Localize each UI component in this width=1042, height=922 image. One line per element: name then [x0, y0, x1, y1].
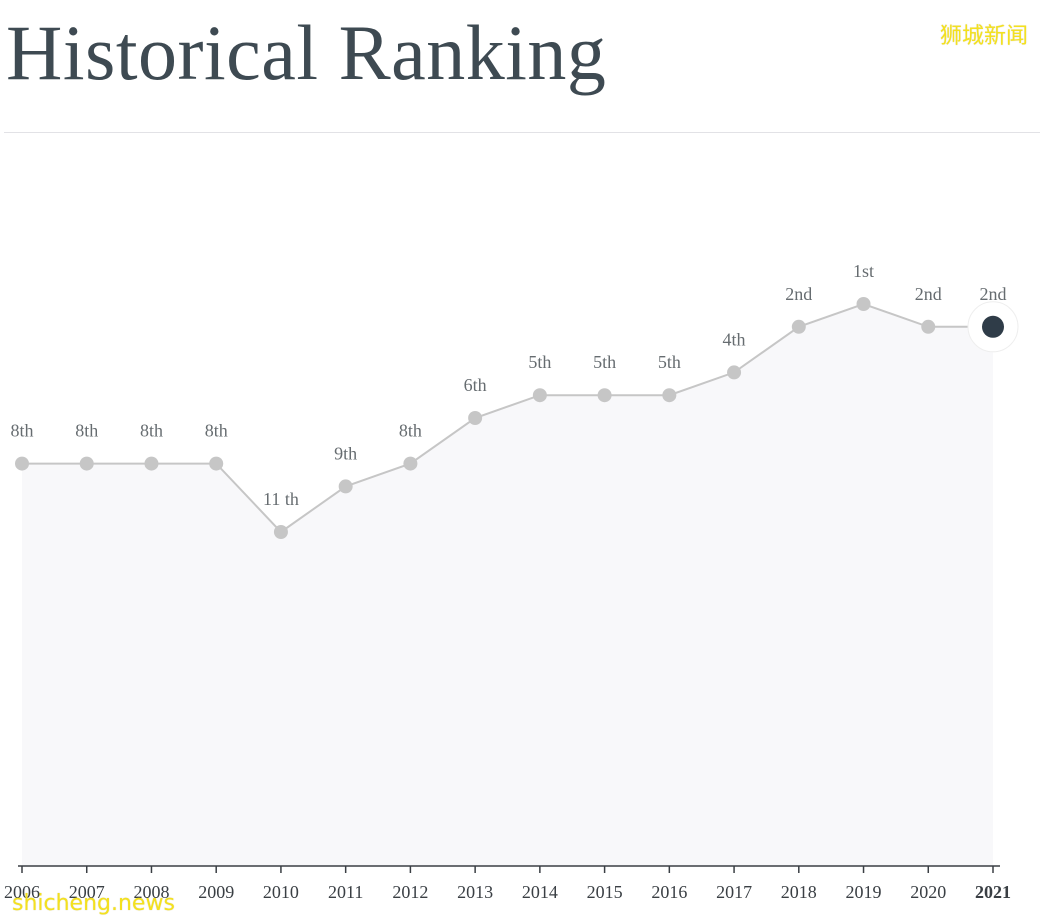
data-point [662, 388, 677, 403]
data-point [403, 456, 418, 471]
data-point [144, 456, 159, 471]
data-point [79, 456, 94, 471]
series-area [22, 304, 993, 866]
x-tick-label: 2007 [69, 882, 105, 902]
data-point [791, 319, 806, 334]
data-label: 2nd [785, 284, 812, 304]
data-point [468, 411, 483, 425]
x-tick-label: 2018 [781, 882, 817, 902]
data-label: 8th [10, 421, 33, 441]
watermark-logo-cn: 狮城新闻 [939, 24, 1028, 49]
x-tick-label: 2015 [587, 882, 623, 902]
data-label: 8th [75, 421, 98, 441]
x-tick-label: 2017 [716, 882, 752, 902]
data-label: 2nd [915, 284, 942, 304]
x-tick-label: 2021 [975, 882, 1011, 902]
x-tick-label: 2014 [522, 882, 558, 902]
data-point [727, 365, 742, 380]
x-tick-label: 2009 [198, 882, 234, 902]
x-tick-label: 2020 [910, 882, 946, 902]
data-label: 4th [723, 329, 746, 349]
watermark-logo-en: shicheng.news [12, 891, 175, 916]
data-label: 9th [334, 443, 357, 463]
data-label: 2nd [980, 284, 1007, 304]
x-tick-label: 2019 [846, 882, 882, 902]
data-point [338, 479, 353, 494]
x-tick-label: 2006 [4, 882, 40, 902]
data-label: 8th [140, 421, 163, 441]
data-label: 11 th [263, 489, 299, 509]
data-label: 5th [658, 352, 681, 372]
data-label: 6th [464, 375, 487, 395]
data-label: 5th [528, 352, 551, 372]
x-tick-label: 2008 [133, 882, 169, 902]
ranking-chart-svg: 2006 8th 2007 8th 2008 8th 2009 8th 2010 11 th 201… [4, 261, 1019, 902]
x-tick-label: 2012 [392, 882, 428, 902]
data-point [15, 456, 29, 471]
data-point [209, 456, 224, 471]
series-line [22, 302, 993, 534]
data-label: 1st [853, 261, 874, 281]
x-tick-label: 2011 [328, 882, 363, 902]
data-label: 8th [399, 421, 422, 441]
title-divider [4, 132, 1040, 133]
x-tick-label: 2010 [263, 882, 299, 902]
data-point [856, 297, 871, 311]
x-tick-label: 2016 [651, 882, 687, 902]
data-label: 5th [593, 352, 616, 372]
data-point [921, 319, 936, 334]
page-title: Historical Ranking [6, 9, 607, 96]
x-tick-label: 2013 [457, 882, 493, 902]
data-label: 8th [205, 421, 228, 441]
data-point [273, 525, 288, 539]
data-point [532, 388, 547, 403]
current-point [982, 315, 1004, 338]
data-point [597, 388, 612, 403]
ranking-chart: 2006 8th 2007 8th 2008 8th 2009 8th 2010 11 th 201… [0, 140, 1042, 922]
